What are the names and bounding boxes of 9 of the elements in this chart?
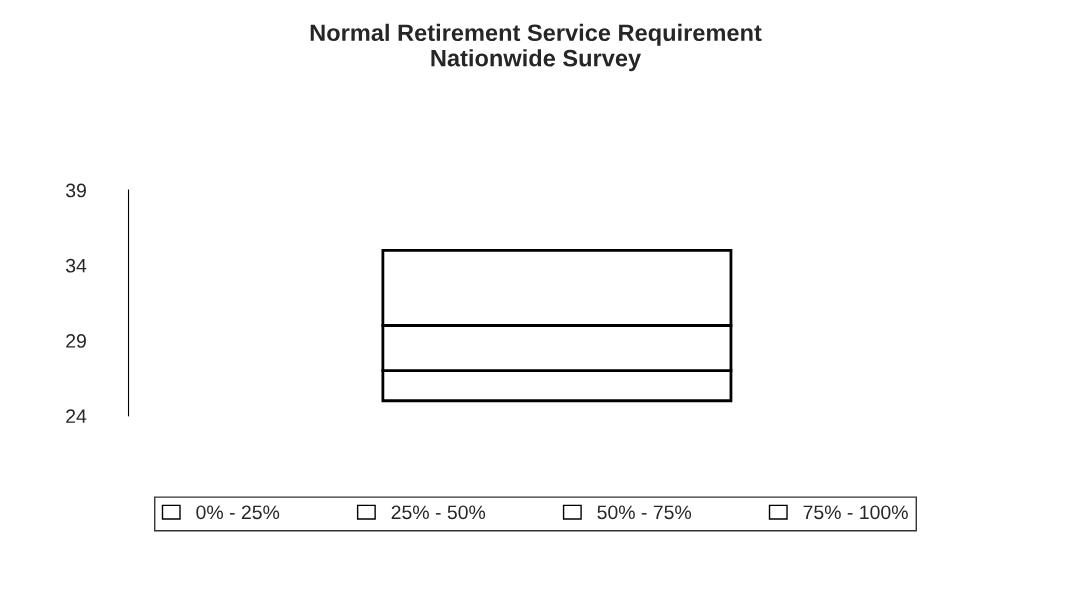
legend-label: 50% - 75% [597,505,692,520]
legend-label: 75% - 100% [803,505,908,520]
y-tick-label: 29 [66,334,86,348]
y-tick-label: 39 [65,183,86,198]
y-tick-label: 34 [65,258,87,273]
legend-label: 0% - 25% [196,505,280,520]
y-tick-label: 24 [66,409,87,423]
legend-label: 25% - 50% [391,505,486,520]
chart-title: Normal Retirement Service Requirement Nationwide Survey [310,23,762,72]
